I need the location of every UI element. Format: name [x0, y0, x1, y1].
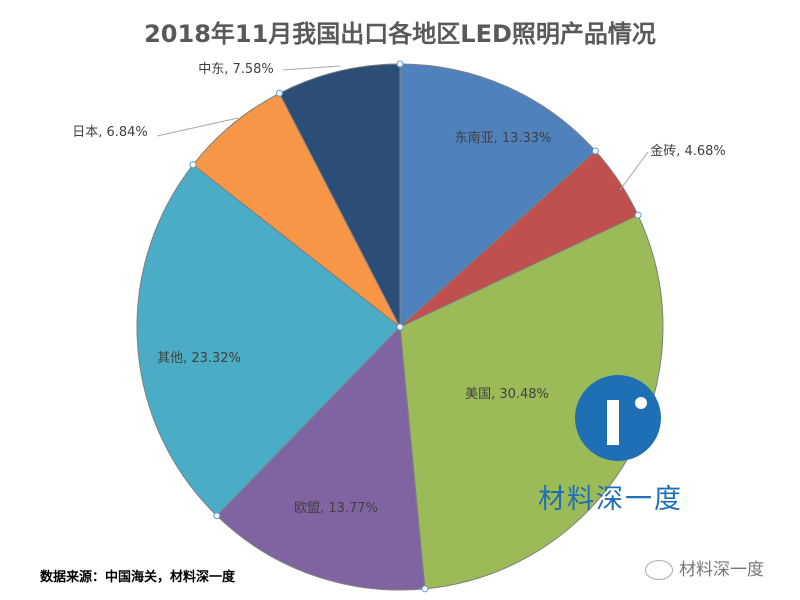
slice-boundary-handle — [634, 211, 642, 219]
pie-slice-3 — [216, 325, 426, 591]
pie-slice-6 — [278, 63, 401, 328]
data-label: 其他, 23.32% — [157, 351, 241, 366]
wechat-text: 材料深一度 — [679, 560, 764, 580]
leader-line — [619, 151, 649, 191]
data-label: 欧盟, 13.77% — [294, 501, 378, 516]
slice-boundary-handle — [421, 585, 429, 593]
chart-title: 2018年11月我国出口各地区LED照明产品情况 — [144, 20, 656, 48]
pie-slice-4 — [136, 164, 401, 517]
watermark-logo-text: 材料深一度 — [538, 484, 683, 515]
data-label: 金砖, 4.68% — [650, 143, 726, 159]
slice-boundary-handle — [591, 147, 599, 155]
slice-boundary-handle — [213, 512, 221, 520]
slice-boundary-handle — [275, 89, 283, 97]
wechat-watermark: 材料深一度 — [645, 555, 764, 580]
slice-boundary-handle — [396, 60, 404, 68]
wechat-icon — [645, 560, 673, 580]
pie-slice-0 — [399, 63, 597, 329]
leader-line — [156, 117, 239, 137]
data-label: 日本, 6.84% — [72, 125, 148, 140]
watermark-logo-one — [607, 400, 619, 445]
data-label: 中东, 7.58% — [198, 62, 274, 77]
slice-boundary-handle — [189, 161, 197, 169]
leader-line — [282, 65, 341, 71]
center-handle — [396, 323, 404, 331]
data-label: 东南亚, 13.33% — [455, 130, 552, 146]
watermark-logo-degree — [635, 397, 647, 409]
data-source-note: 数据来源：中国海关，材料深一度 — [40, 570, 236, 585]
data-label: 美国, 30.48% — [465, 387, 549, 402]
